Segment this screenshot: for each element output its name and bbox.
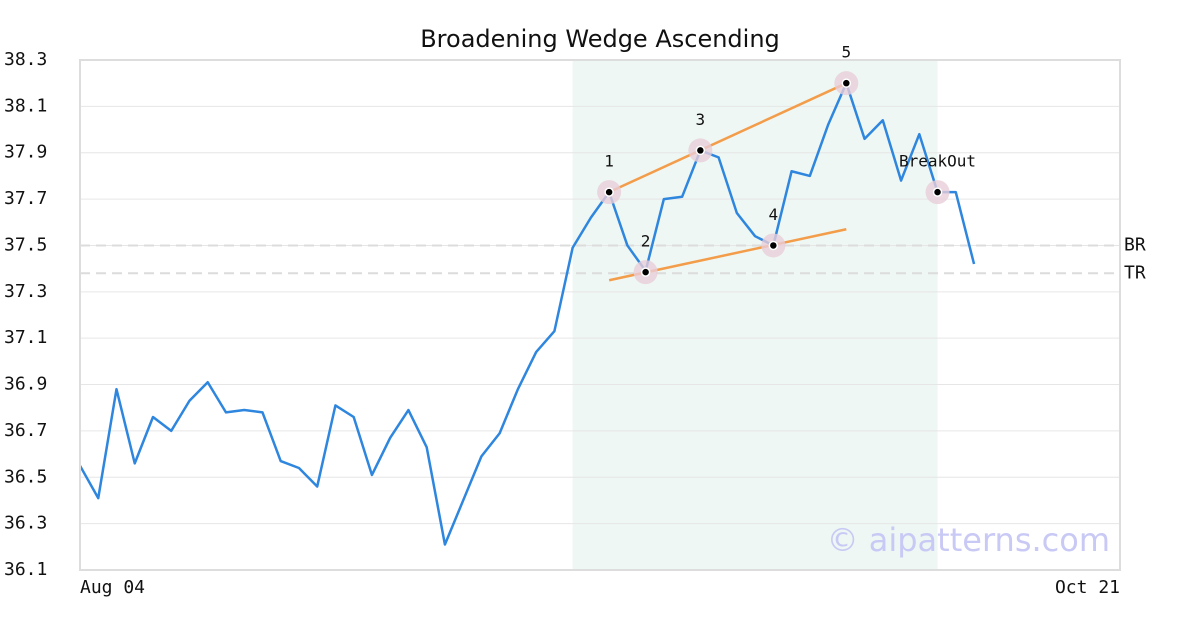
level-label: TR bbox=[1124, 262, 1146, 283]
y-tick-label: 38.1 bbox=[4, 95, 47, 116]
pivot-dot bbox=[932, 187, 943, 197]
y-tick-label: 37.7 bbox=[4, 188, 47, 209]
pivot-label: 4 bbox=[769, 205, 779, 224]
pivot-label: 1 bbox=[604, 152, 614, 171]
plot-frame bbox=[79, 59, 1121, 571]
pivot-dot bbox=[695, 145, 706, 156]
y-tick-label: 37.3 bbox=[4, 281, 47, 302]
pivot-label: BreakOut bbox=[899, 152, 976, 171]
pivot-label: 3 bbox=[696, 110, 706, 129]
y-tick-label: 37.5 bbox=[4, 234, 47, 255]
pivot-label: 2 bbox=[641, 232, 651, 251]
pivot-dot bbox=[604, 187, 614, 197]
level-label: BR bbox=[1124, 234, 1146, 255]
watermark: © aipatterns.com bbox=[827, 521, 1110, 559]
pattern-zone bbox=[572, 60, 938, 570]
y-tick-label: 38.3 bbox=[4, 49, 47, 70]
y-tick-label: 37.1 bbox=[4, 327, 47, 348]
x-tick-label: Aug 04 bbox=[80, 577, 145, 598]
pivot-dot bbox=[768, 240, 779, 251]
y-tick-label: 36.1 bbox=[4, 559, 47, 580]
trend-line bbox=[608, 82, 847, 194]
y-tick-label: 36.5 bbox=[4, 466, 47, 487]
chart-title: Broadening Wedge Ascending bbox=[420, 25, 780, 53]
y-tick-label: 37.9 bbox=[4, 142, 47, 163]
pivot-dot bbox=[640, 267, 651, 277]
y-tick-label: 36.3 bbox=[4, 513, 47, 534]
y-tick-label: 36.9 bbox=[4, 374, 47, 395]
price-line bbox=[78, 81, 976, 546]
x-tick-label: Oct 21 bbox=[1055, 577, 1120, 598]
y-tick-label: 36.7 bbox=[4, 420, 47, 441]
pivot-label: 5 bbox=[841, 43, 851, 62]
pivot-dot bbox=[841, 78, 852, 88]
